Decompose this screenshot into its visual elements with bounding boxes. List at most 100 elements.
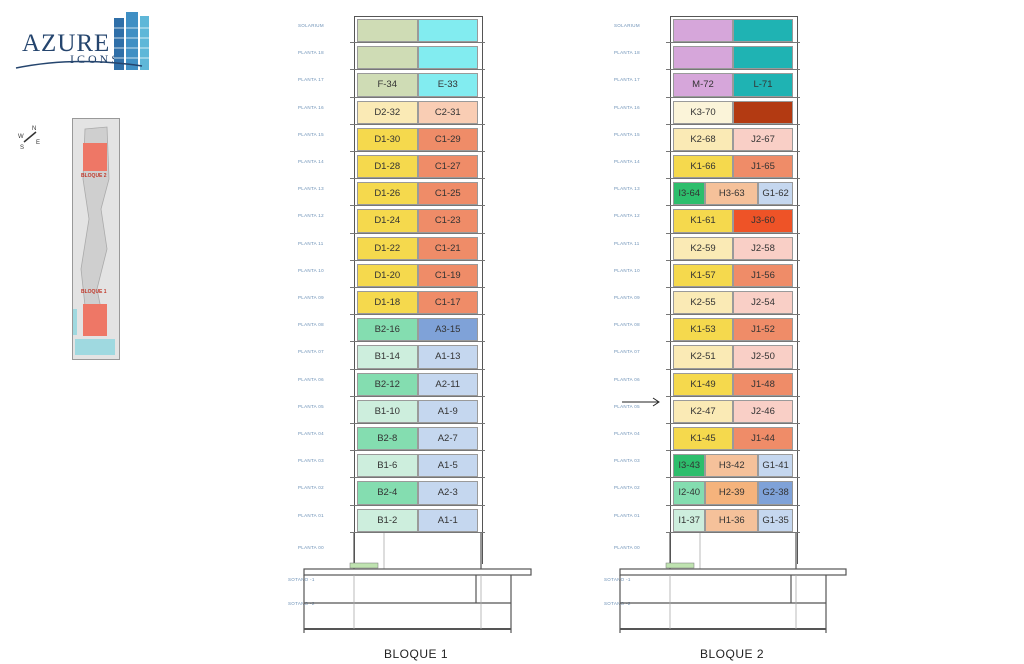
apartment-unit[interactable]: B1-2: [357, 508, 418, 532]
apartment-unit[interactable]: J1-44: [733, 427, 793, 451]
apartment-unit[interactable]: I1-37: [673, 508, 706, 532]
apartment-unit[interactable]: J2-67: [733, 127, 793, 151]
apartment-unit[interactable]: F-34: [357, 73, 418, 97]
apartment-unit[interactable]: J2-58: [733, 236, 793, 260]
apartment-unit[interactable]: K2-55: [673, 291, 733, 315]
floor-line: [666, 287, 800, 288]
compass-s: S: [20, 145, 24, 151]
apartment-unit[interactable]: K1-57: [673, 263, 733, 287]
apartment-unit[interactable]: [417, 46, 478, 70]
apartment-unit[interactable]: A1-9: [417, 399, 478, 423]
apartment-unit[interactable]: A1-13: [417, 345, 478, 369]
floor-label: PLANTA 13: [614, 186, 640, 192]
apartment-unit[interactable]: J1-65: [733, 155, 793, 179]
apartment-unit[interactable]: D1-22: [357, 236, 418, 260]
apartment-unit[interactable]: J2-46: [733, 399, 793, 423]
floor-line: [350, 477, 485, 479]
apartment-unit[interactable]: A1-5: [417, 454, 478, 478]
apartment-unit[interactable]: C1-17: [417, 291, 478, 315]
apartment-unit[interactable]: D1-26: [357, 182, 418, 206]
apartment-unit[interactable]: B2-4: [357, 481, 418, 505]
apartment-unit[interactable]: J3-60: [733, 209, 793, 233]
apartment-unit[interactable]: A2-3: [417, 481, 478, 505]
floor-label: PLANTA 12: [298, 213, 324, 219]
floor-label: PLANTA 16: [298, 104, 324, 110]
apartment-unit[interactable]: A2-11: [417, 372, 478, 396]
apartment-unit[interactable]: G2-38: [758, 481, 793, 505]
apartment-unit[interactable]: I2-40: [673, 481, 706, 505]
apartment-unit[interactable]: C1-21: [417, 236, 478, 260]
floor-label: PLANTA 07: [614, 349, 640, 355]
apartment-unit[interactable]: G1-41: [758, 454, 793, 478]
apartment-unit[interactable]: H1-36: [705, 508, 759, 532]
apartment-unit[interactable]: K1-49: [673, 372, 733, 396]
apartment-unit[interactable]: [673, 46, 733, 70]
apartment-unit[interactable]: C1-29: [417, 127, 478, 151]
apartment-unit[interactable]: M-72: [673, 73, 733, 97]
apartment-unit[interactable]: H3-42: [705, 454, 759, 478]
apartment-unit[interactable]: [733, 100, 793, 124]
apartment-unit[interactable]: H3-63: [705, 182, 759, 206]
apartment-unit[interactable]: B2-12: [357, 372, 418, 396]
floor-label: PLANTA 15: [614, 131, 640, 137]
apartment-unit[interactable]: [733, 19, 793, 43]
apartment-unit[interactable]: C1-23: [417, 209, 478, 233]
apartment-unit[interactable]: [417, 19, 478, 43]
apartment-unit[interactable]: [357, 19, 418, 43]
apartment-unit[interactable]: A2-7: [417, 427, 478, 451]
apartment-unit[interactable]: D1-20: [357, 263, 418, 287]
apartment-unit[interactable]: A1-1: [417, 508, 478, 532]
floor-line: [666, 341, 800, 343]
apartment-unit[interactable]: [733, 46, 793, 70]
apartment-unit[interactable]: L-71: [733, 73, 793, 97]
apartment-unit[interactable]: C2-31: [417, 100, 478, 124]
apartment-unit[interactable]: G1-62: [758, 182, 793, 206]
apartment-unit[interactable]: K1-45: [673, 427, 733, 451]
apartment-unit[interactable]: K3-70: [673, 100, 733, 124]
floor-line: [666, 96, 800, 98]
apartment-unit[interactable]: B1-6: [357, 454, 418, 478]
apartment-unit[interactable]: J1-56: [733, 263, 793, 287]
floor-line: [666, 123, 800, 125]
apartment-unit[interactable]: J2-50: [733, 345, 793, 369]
lower-level-label: SOTANO -1: [604, 576, 631, 582]
floor-label: PLANTA 03: [298, 458, 324, 464]
apartment-unit[interactable]: K1-66: [673, 155, 733, 179]
site-plan: BLOQUE 2 BLOQUE 1: [72, 118, 120, 360]
apartment-unit[interactable]: J2-54: [733, 291, 793, 315]
apartment-unit[interactable]: D1-18: [357, 291, 418, 315]
apartment-unit[interactable]: C1-25: [417, 182, 478, 206]
apartment-unit[interactable]: A3-15: [417, 318, 478, 342]
floor-line: [350, 504, 485, 506]
apartment-unit[interactable]: B2-8: [357, 427, 418, 451]
floor-label: SOLARIUM: [298, 23, 324, 28]
apartment-unit[interactable]: I3-43: [673, 454, 706, 478]
apartment-unit[interactable]: D2-32: [357, 100, 418, 124]
apartment-unit[interactable]: K1-53: [673, 318, 733, 342]
apartment-unit[interactable]: J1-52: [733, 318, 793, 342]
apartment-unit[interactable]: B2-16: [357, 318, 418, 342]
apartment-unit[interactable]: C1-27: [417, 155, 478, 179]
apartment-unit[interactable]: D1-28: [357, 155, 418, 179]
apartment-unit[interactable]: D1-30: [357, 127, 418, 151]
floor-label: PLANTA 11: [614, 240, 640, 246]
apartment-unit[interactable]: G1-35: [758, 508, 793, 532]
floor-line: [350, 42, 485, 44]
apartment-unit[interactable]: K2-59: [673, 236, 733, 260]
apartment-unit[interactable]: H2-39: [705, 481, 759, 505]
apartment-unit[interactable]: J1-48: [733, 372, 793, 396]
apartment-unit[interactable]: I3-64: [673, 182, 706, 206]
apartment-unit[interactable]: C1-19: [417, 263, 478, 287]
apartment-unit[interactable]: D1-24: [357, 209, 418, 233]
apartment-unit[interactable]: K1-61: [673, 209, 733, 233]
floor-label: PLANTA 18: [298, 50, 324, 56]
apartment-unit[interactable]: B1-10: [357, 399, 418, 423]
floor-line: [666, 477, 800, 479]
apartment-unit[interactable]: [673, 19, 733, 43]
apartment-unit[interactable]: K2-68: [673, 127, 733, 151]
apartment-unit[interactable]: [357, 46, 418, 70]
apartment-unit[interactable]: E-33: [417, 73, 478, 97]
apartment-unit[interactable]: K2-47: [673, 399, 733, 423]
apartment-unit[interactable]: B1-14: [357, 345, 418, 369]
apartment-unit[interactable]: K2-51: [673, 345, 733, 369]
